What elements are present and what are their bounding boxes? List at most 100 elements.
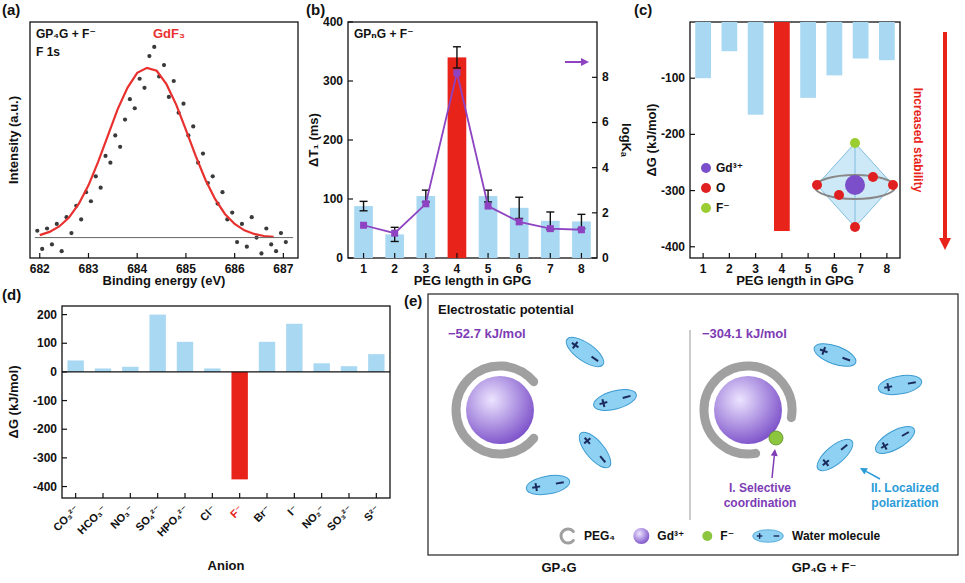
point (172, 79, 176, 83)
plot-area (67, 315, 384, 480)
x-tick (834, 253, 835, 258)
f-ion (769, 431, 783, 445)
x-tick-label: 7 (547, 262, 554, 276)
y-tick (348, 198, 353, 199)
bar (177, 342, 193, 372)
x-tick-label: 7 (857, 262, 864, 276)
panel-letter: (e) (404, 292, 422, 309)
plus-sign (535, 483, 536, 491)
y-tick (690, 78, 695, 79)
bar (341, 366, 357, 372)
error-cap (515, 197, 523, 198)
x-tick-label: NO₂⁻ (299, 503, 327, 531)
x-tick (212, 493, 213, 498)
y2-tick-label: 8 (602, 70, 609, 84)
point (113, 133, 117, 137)
legend-swatch (633, 528, 649, 544)
annotation-line: coordination (724, 496, 797, 510)
y2-tick-label: 4 (602, 161, 609, 175)
y-tick-label: -200 (33, 422, 57, 436)
inset-o (812, 180, 822, 190)
y2-tick (592, 77, 597, 78)
plus-sign (887, 383, 888, 391)
x-tick (550, 253, 551, 258)
marker (547, 225, 554, 232)
legend-swatch (753, 530, 784, 543)
error-cap (391, 227, 399, 228)
y-tick (690, 190, 695, 191)
bar (416, 196, 435, 258)
point (274, 249, 278, 253)
x-tick-label: HPO₄²⁻ (155, 503, 191, 539)
bar (695, 22, 711, 78)
legend-swatch (701, 183, 711, 193)
x-axis-title: PEG length in GPG (414, 273, 532, 288)
x-tick (130, 493, 131, 498)
y-tick-label: -200 (661, 127, 685, 141)
y-tick-label: 200 (37, 308, 57, 322)
water-body (871, 421, 918, 459)
water-molecule (574, 427, 616, 472)
x-tick-label: F⁻ (228, 503, 245, 520)
water-molecule (812, 434, 857, 476)
minus-sign (774, 535, 780, 536)
water-body (811, 339, 859, 371)
inset-f (850, 138, 860, 148)
point (201, 152, 205, 156)
x-tick-label: S²⁻ (361, 503, 382, 524)
y-tick-label: -100 (661, 71, 685, 85)
y2-tick (592, 257, 597, 258)
annotation-arrow (866, 471, 880, 479)
y2-tick-label: 6 (602, 115, 609, 129)
potential: −304.1 kJ/mol (702, 326, 787, 341)
potential: −52.7 kJ/mol (448, 326, 526, 341)
chart-subtitle: F 1s (36, 45, 60, 59)
line (40, 68, 274, 237)
x-tick (376, 493, 377, 498)
y-tick-label: 0 (50, 365, 57, 379)
divider (689, 330, 691, 520)
panel-letter: (a) (2, 1, 20, 18)
plus-sign (584, 438, 590, 443)
legend-label: Gd³⁺ (716, 161, 743, 175)
inset-o (888, 180, 898, 190)
inset-o (850, 222, 860, 232)
point (152, 45, 156, 49)
point (138, 77, 142, 81)
annotation-line: I. Selective (729, 481, 791, 495)
axis-arrow (565, 61, 581, 63)
y-axis-title: Intensity (a.u.) (6, 96, 21, 184)
bar (479, 196, 498, 258)
inset-ring (815, 175, 895, 199)
y2-tick-label: 0 (602, 251, 609, 265)
y-tick (348, 21, 353, 22)
point (118, 145, 122, 149)
legend-label: F⁻ (716, 201, 730, 215)
point (235, 240, 239, 244)
point (240, 222, 244, 226)
point (284, 240, 288, 244)
panel-letter: (c) (634, 1, 652, 18)
plus-sign (602, 399, 604, 407)
peg-chain (704, 366, 792, 454)
bar (748, 22, 764, 115)
y-tick-label: 300 (323, 74, 343, 88)
x-tick-label: 1 (360, 262, 367, 276)
x-tick-label: Cl⁻ (197, 503, 218, 524)
minus-sign (592, 357, 599, 362)
error-cap (360, 201, 368, 202)
x-tick (321, 493, 322, 498)
point (79, 217, 83, 221)
bar (149, 315, 165, 372)
point (142, 86, 146, 90)
error-cap (577, 214, 585, 215)
x-tick (75, 493, 76, 498)
bar (448, 57, 467, 258)
point (181, 102, 185, 106)
x-tick (729, 253, 730, 258)
y-tick (62, 314, 67, 315)
point (250, 215, 254, 219)
point (167, 95, 171, 99)
x-tick-label: 8 (884, 262, 891, 276)
error-cap (546, 211, 554, 212)
